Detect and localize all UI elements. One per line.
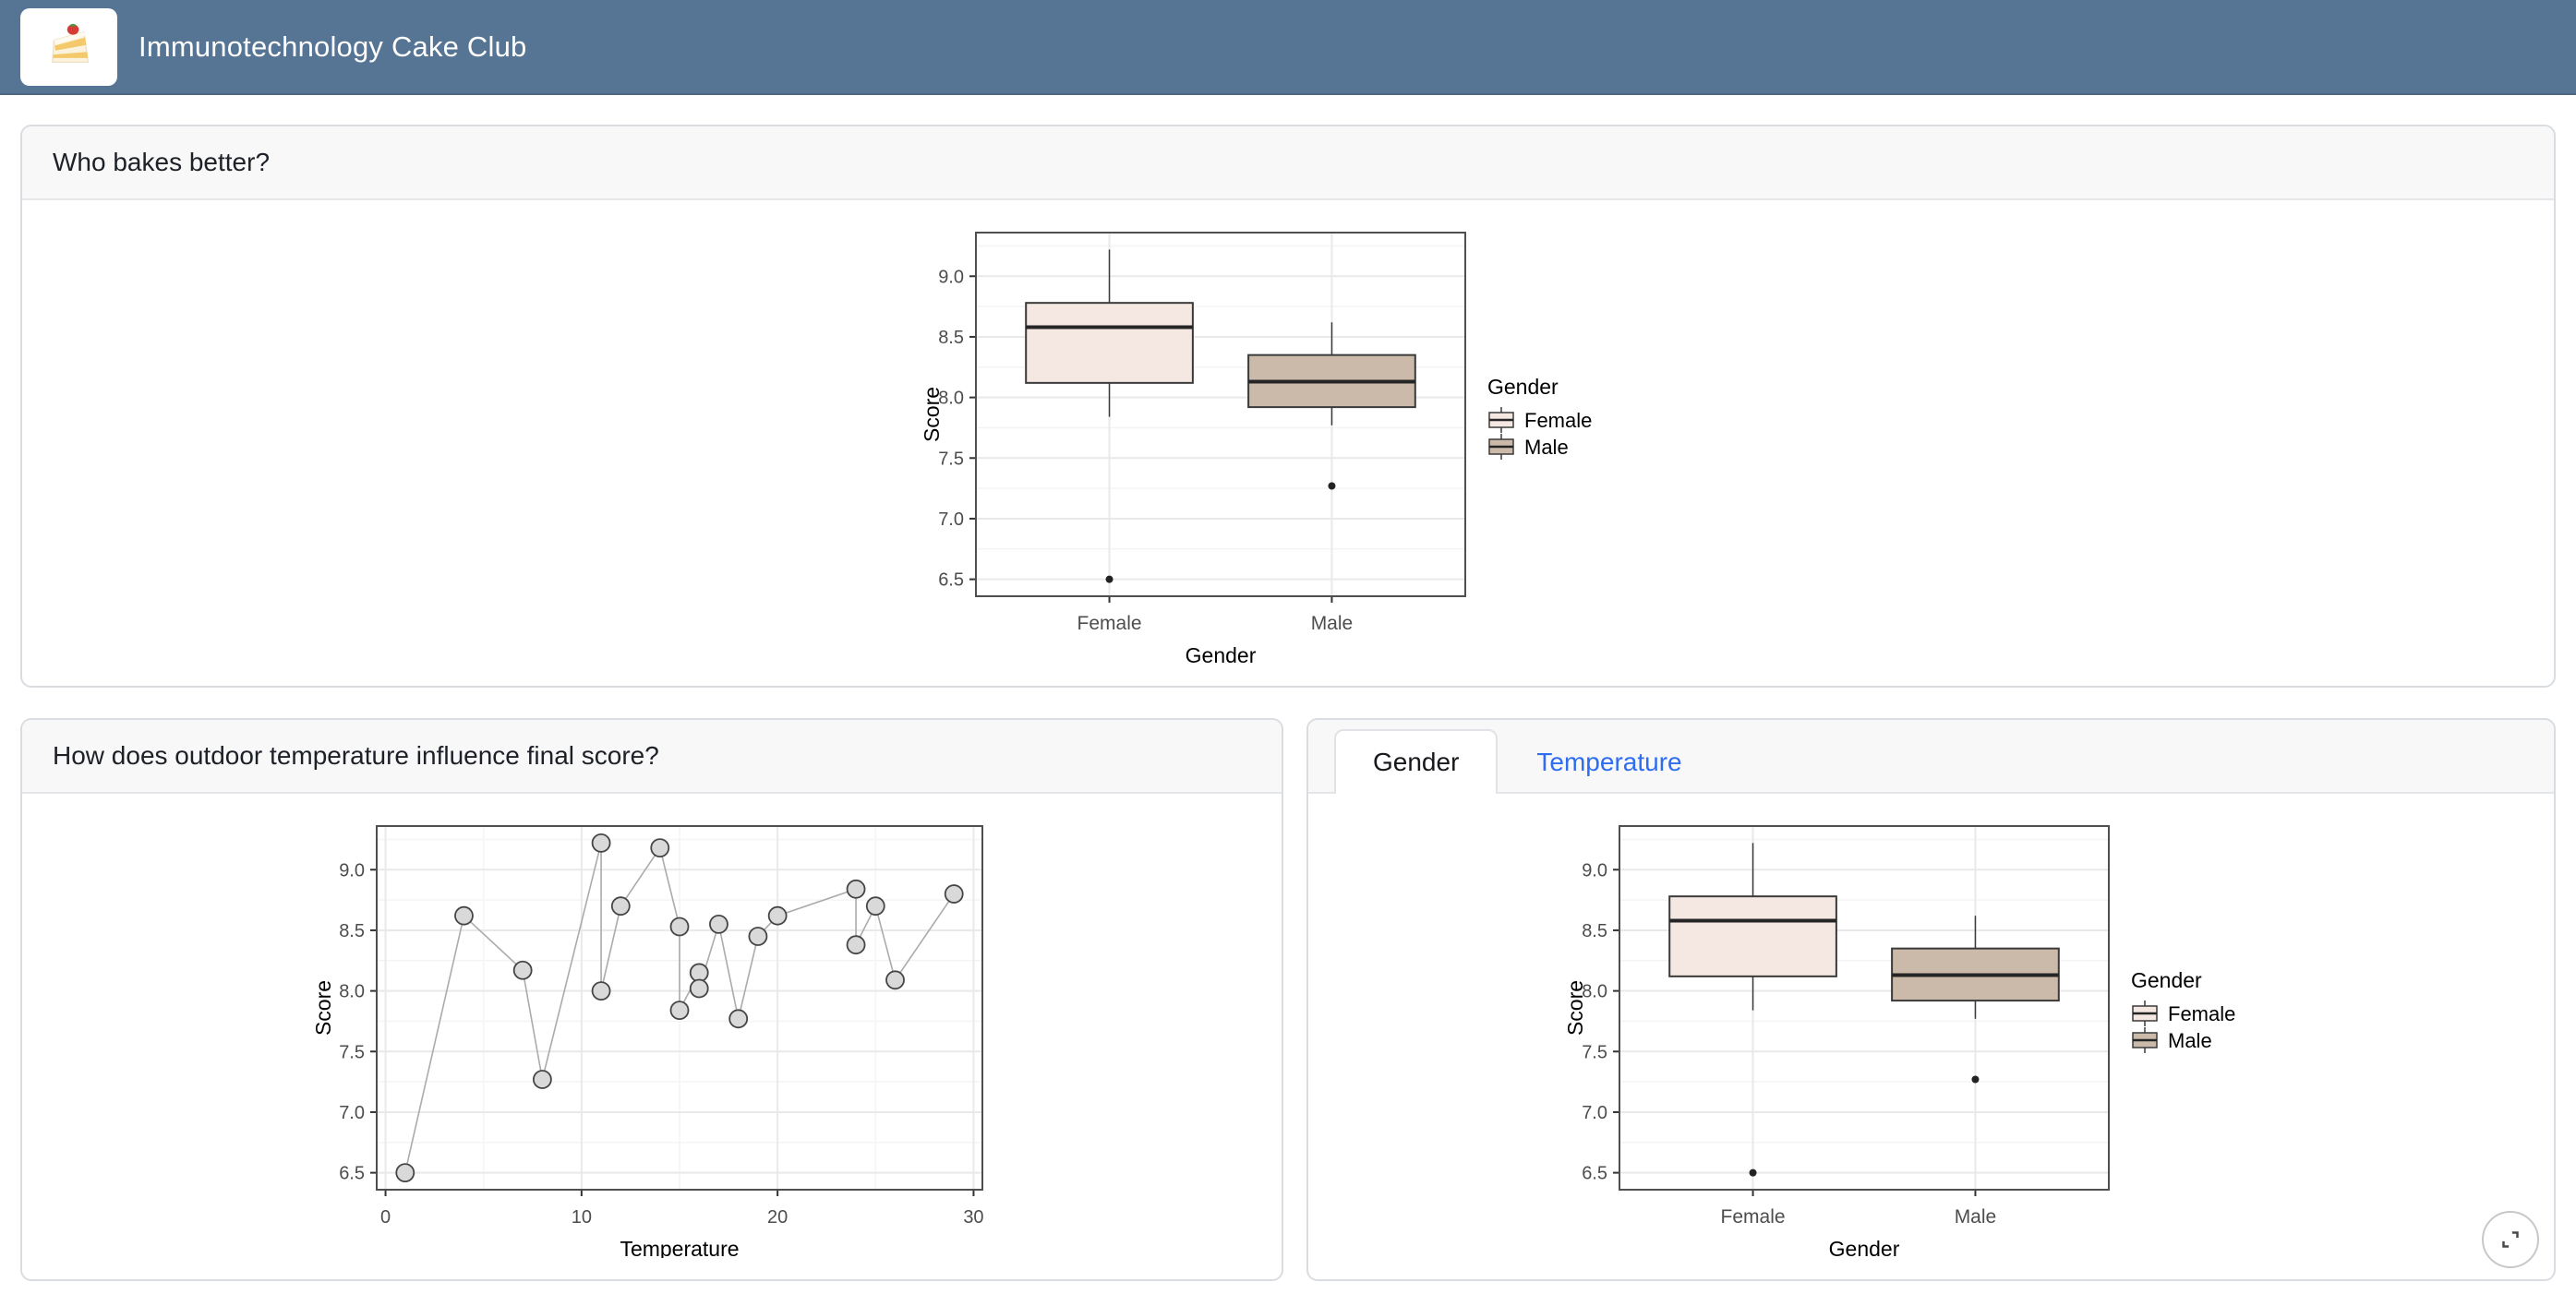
card-who-bakes-better: Who bakes better? 6.5 7.0 7.5 8.0 8.5 9.0 Fema… <box>20 125 2556 688</box>
svg-text:Gender: Gender <box>2131 968 2202 992</box>
svg-text:8.0: 8.0 <box>938 389 964 409</box>
tab-gender[interactable]: Gender <box>1334 729 1499 794</box>
card-tabbed: Gender Temperature 6.5 7.0 7.5 8.0 8.5 9.0 Fem… <box>1306 718 2556 1281</box>
tab-gender-label: Gender <box>1373 748 1460 776</box>
svg-text:Female: Female <box>1720 1206 1785 1228</box>
svg-text:7.0: 7.0 <box>339 1103 365 1123</box>
svg-text:Temperature: Temperature <box>620 1237 739 1258</box>
svg-text:8.0: 8.0 <box>339 982 365 1002</box>
svg-text:Female: Female <box>1077 613 1142 634</box>
svg-text:20: 20 <box>767 1207 788 1228</box>
card-who-bakes-body: 6.5 7.0 7.5 8.0 8.5 9.0 Female Male Gender Score G… <box>22 200 2554 686</box>
svg-text:9.0: 9.0 <box>938 267 964 287</box>
svg-text:8.5: 8.5 <box>1582 921 1607 941</box>
svg-text:9.0: 9.0 <box>1582 860 1607 881</box>
expand-icon <box>2502 1231 2519 1248</box>
svg-text:7.0: 7.0 <box>938 509 964 530</box>
svg-text:7.5: 7.5 <box>339 1042 365 1062</box>
svg-text:10: 10 <box>572 1207 592 1228</box>
bottom-cards-row: How does outdoor temperature influence f… <box>20 718 2556 1281</box>
svg-text:Male: Male <box>1524 436 1569 459</box>
svg-text:7.5: 7.5 <box>938 449 964 469</box>
svg-text:30: 30 <box>963 1207 983 1228</box>
card-temperature-header: How does outdoor temperature influence f… <box>22 720 1282 794</box>
card-who-bakes-header: Who bakes better? <box>22 126 2554 200</box>
who-bakes-better-card-svg: 6.5 7.0 7.5 8.0 8.5 9.0 Female Male Gender Score G… <box>920 232 1592 667</box>
app-header: Immunotechnology Cake Club <box>0 0 2576 95</box>
card-temperature-body: 6.5 7.0 7.5 8.0 8.5 9.0 0 10 20 30 Temperature Scor… <box>22 794 1282 1279</box>
tab-temperature[interactable]: Temperature <box>1498 729 1720 794</box>
boxplot-gender-score-tab: 6.5 7.0 7.5 8.0 8.5 9.0 Female Male Gender Score G… <box>1562 815 2301 1261</box>
svg-text:6.5: 6.5 <box>938 570 964 591</box>
boxplot-gender-score: 6.5 7.0 7.5 8.0 8.5 9.0 Female Male Gender Score G… <box>919 222 1657 667</box>
svg-text:6.5: 6.5 <box>1582 1164 1607 1184</box>
svg-text:8.5: 8.5 <box>938 328 964 348</box>
svg-text:Male: Male <box>1311 613 1354 634</box>
temperature-card-svg: 6.5 7.0 7.5 8.0 8.5 9.0 0 10 20 30 Temperature Scor… <box>311 825 984 1261</box>
card-tabbed-body: 6.5 7.0 7.5 8.0 8.5 9.0 Female Male Gender Score G… <box>1308 794 2554 1279</box>
svg-text:8.0: 8.0 <box>1582 982 1607 1002</box>
card-temperature-title: How does outdoor temperature influence f… <box>53 741 659 770</box>
app-logo <box>20 7 117 86</box>
svg-text:7.0: 7.0 <box>1582 1103 1607 1123</box>
cake-slice-icon <box>51 23 89 63</box>
svg-text:Female: Female <box>2168 1002 2235 1025</box>
svg-text:9.0: 9.0 <box>339 860 365 881</box>
svg-text:Score: Score <box>920 387 944 442</box>
svg-text:Female: Female <box>1524 409 1592 432</box>
svg-text:Male: Male <box>2168 1029 2212 1052</box>
svg-text:Gender: Gender <box>1487 375 1559 399</box>
svg-text:Gender: Gender <box>1828 1237 1899 1258</box>
svg-text:0: 0 <box>380 1207 391 1228</box>
fullscreen-expand-button[interactable] <box>2482 1211 2539 1268</box>
svg-text:Gender: Gender <box>1186 643 1257 665</box>
tabbar: Gender Temperature <box>1308 720 2554 794</box>
scatter-temperature-score: 6.5 7.0 7.5 8.0 8.5 9.0 0 10 20 30 Temperature Scor… <box>310 815 993 1261</box>
svg-text:Score: Score <box>311 980 335 1036</box>
tab-temperature-label: Temperature <box>1536 748 1682 776</box>
app-title: Immunotechnology Cake Club <box>138 30 527 63</box>
svg-text:Male: Male <box>1954 1206 1996 1228</box>
svg-text:Score: Score <box>1563 980 1587 1036</box>
svg-text:8.5: 8.5 <box>339 921 365 941</box>
svg-text:6.5: 6.5 <box>339 1164 365 1184</box>
svg-text:7.5: 7.5 <box>1582 1042 1607 1062</box>
card-who-bakes-title: Who bakes better? <box>53 148 271 176</box>
card-temperature: How does outdoor temperature influence f… <box>20 718 1283 1281</box>
gender-tab-svg: 6.5 7.0 7.5 8.0 8.5 9.0 Female Male Gender Score G… <box>1563 825 2235 1261</box>
